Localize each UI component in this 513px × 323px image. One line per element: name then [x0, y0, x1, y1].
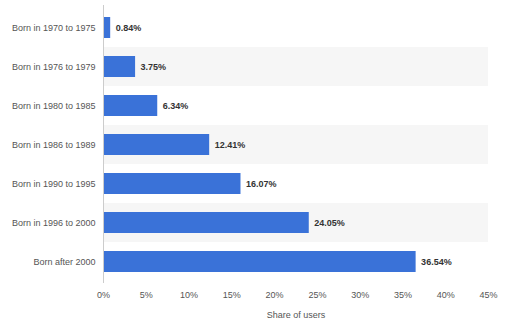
- svg-text:15%: 15%: [223, 290, 241, 300]
- svg-text:30%: 30%: [351, 290, 369, 300]
- svg-text:Born in 1986 to 1989: Born in 1986 to 1989: [12, 140, 96, 150]
- svg-text:0.84%: 0.84%: [116, 23, 142, 33]
- svg-text:10%: 10%: [180, 290, 198, 300]
- svg-text:5%: 5%: [140, 290, 153, 300]
- svg-text:24.05%: 24.05%: [314, 218, 345, 228]
- svg-text:Born in 1990 to 1995: Born in 1990 to 1995: [12, 179, 96, 189]
- svg-text:Born in 1980 to 1985: Born in 1980 to 1985: [12, 101, 96, 111]
- svg-text:12.41%: 12.41%: [215, 140, 246, 150]
- svg-text:25%: 25%: [308, 290, 326, 300]
- svg-text:16.07%: 16.07%: [246, 179, 277, 189]
- svg-text:Born in 1996 to 2000: Born in 1996 to 2000: [12, 218, 96, 228]
- svg-text:0%: 0%: [97, 290, 110, 300]
- svg-text:Born in 1970 to 1975: Born in 1970 to 1975: [12, 23, 96, 33]
- svg-text:40%: 40%: [437, 290, 455, 300]
- svg-text:Born in 1976 to 1979: Born in 1976 to 1979: [12, 62, 96, 72]
- svg-text:45%: 45%: [479, 290, 497, 300]
- svg-text:Share of users: Share of users: [267, 310, 326, 320]
- svg-text:Born after 2000: Born after 2000: [33, 257, 95, 267]
- svg-text:20%: 20%: [266, 290, 284, 300]
- svg-text:3.75%: 3.75%: [141, 62, 167, 72]
- svg-text:35%: 35%: [394, 290, 412, 300]
- svg-text:6.34%: 6.34%: [163, 101, 189, 111]
- svg-text:36.54%: 36.54%: [421, 257, 452, 267]
